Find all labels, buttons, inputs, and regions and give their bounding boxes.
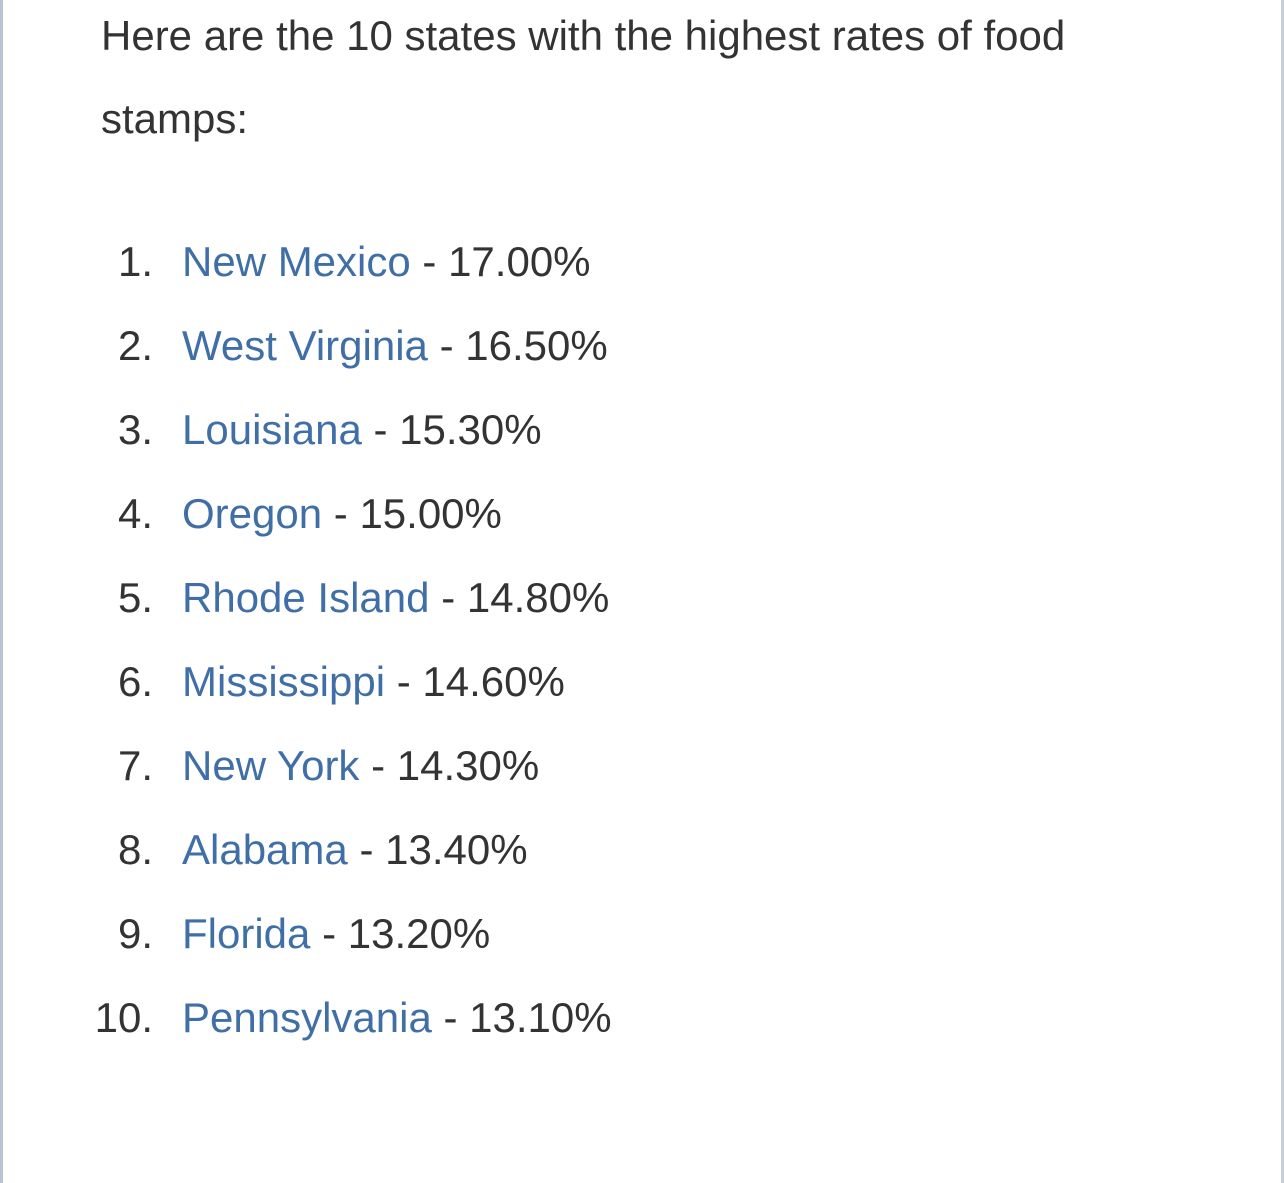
- state-link[interactable]: Mississippi: [182, 658, 386, 705]
- separator: -: [373, 406, 388, 453]
- state-link[interactable]: Louisiana: [182, 406, 362, 453]
- list-marker: 1.: [117, 238, 153, 285]
- intro-text: Here are the 10 states with the highest …: [101, 12, 1066, 142]
- separator: -: [441, 574, 456, 621]
- list-marker: 8.: [117, 826, 153, 873]
- separator: -: [333, 490, 348, 537]
- separator: -: [396, 658, 411, 705]
- state-link[interactable]: Florida: [182, 910, 311, 957]
- rate: 17.00%: [448, 238, 591, 285]
- rate: 14.30%: [396, 742, 540, 789]
- separator: -: [371, 742, 386, 789]
- item-body: Mississippi - 14.60%: [182, 640, 565, 724]
- item-body: Alabama - 13.40%: [182, 808, 528, 892]
- list-marker: 6.: [117, 658, 153, 705]
- rate: 14.80%: [466, 574, 610, 621]
- list-marker: 3.: [117, 406, 153, 453]
- separator: -: [322, 910, 337, 957]
- rate: 15.30%: [399, 406, 542, 453]
- item-body: Oregon - 15.00%: [182, 472, 502, 556]
- separator: -: [359, 826, 374, 873]
- state-link[interactable]: Pennsylvania: [182, 994, 432, 1041]
- state-link[interactable]: West Virginia: [182, 322, 428, 369]
- list-marker: 4.: [117, 490, 153, 537]
- item-body: Louisiana - 15.30%: [182, 388, 542, 472]
- item-body: West Virginia - 16.50%: [182, 304, 608, 388]
- rate: 16.50%: [465, 322, 608, 369]
- state-link[interactable]: Alabama: [182, 826, 348, 873]
- item-body: Pennsylvania - 13.10%: [182, 976, 612, 1060]
- separator: -: [439, 322, 454, 369]
- item-body: New York - 14.30%: [182, 724, 539, 808]
- list-marker: 2.: [117, 322, 153, 369]
- separator: -: [443, 994, 458, 1041]
- state-link[interactable]: New York: [182, 742, 360, 789]
- separator: -: [422, 238, 437, 285]
- list-marker: 10.: [94, 994, 153, 1041]
- rate: 13.10%: [469, 994, 612, 1041]
- list-marker: 7.: [117, 742, 153, 789]
- rate: 15.00%: [359, 490, 502, 537]
- rate: 13.20%: [347, 910, 491, 957]
- item-body: Rhode Island - 14.80%: [182, 556, 609, 640]
- state-link[interactable]: New Mexico: [182, 238, 411, 285]
- item-body: New Mexico - 17.00%: [182, 220, 591, 304]
- rate: 14.60%: [422, 658, 565, 705]
- list-marker: 9.: [117, 910, 153, 957]
- state-link[interactable]: Oregon: [182, 490, 323, 537]
- item-body: Florida - 13.20%: [182, 892, 490, 976]
- rate: 13.40%: [385, 826, 528, 873]
- list-marker: 5.: [117, 574, 153, 621]
- state-link[interactable]: Rhode Island: [182, 574, 430, 621]
